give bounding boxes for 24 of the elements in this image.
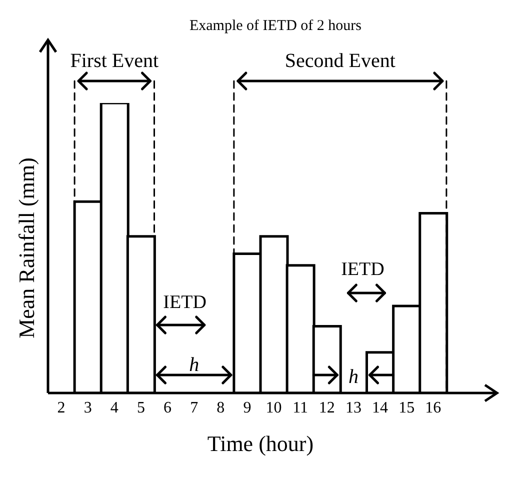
annotation: IETD xyxy=(163,292,206,313)
x-tick-label: 4 xyxy=(110,399,118,416)
x-tick-label: 7 xyxy=(190,399,198,416)
x-tick-label: 14 xyxy=(372,399,388,416)
x-tick-label: 3 xyxy=(84,399,92,416)
x-tick-label: 9 xyxy=(243,399,252,416)
annotation: h xyxy=(348,366,358,388)
x-tick-label: 2 xyxy=(57,399,66,416)
x-tick-label: 5 xyxy=(136,399,145,416)
chart-title: Example of IETD of 2 hours xyxy=(189,18,362,34)
x-tick-label: 8 xyxy=(216,399,225,416)
annotation: h xyxy=(189,354,200,376)
x-tick-label: 12 xyxy=(318,399,335,416)
x-tick-label: 15 xyxy=(398,399,415,416)
text: Second Event xyxy=(284,50,396,72)
x-axis-title: Time (hour) xyxy=(207,431,314,456)
text: First Event xyxy=(70,50,160,72)
x-tick-label: 6 xyxy=(164,399,172,416)
x-tick-label: 13 xyxy=(345,399,362,416)
x-tick-label: 11 xyxy=(292,399,308,416)
x-tick-label: 16 xyxy=(425,399,442,416)
x-tick-label: 10 xyxy=(266,399,282,416)
y-axis-title: Mean Rainfall (mm) xyxy=(14,158,39,338)
annotation: IETD xyxy=(341,259,384,280)
